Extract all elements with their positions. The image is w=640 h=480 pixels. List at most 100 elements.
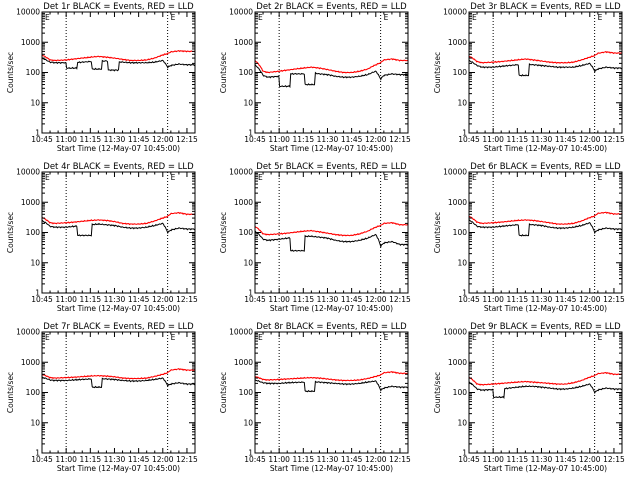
y-tick-label: 1000 <box>234 358 253 367</box>
x-axis-label: Start Time (12-May-07 10:45:00) <box>270 304 393 313</box>
y-tick-label: 100 <box>26 388 41 397</box>
x-axis-label: Start Time (12-May-07 10:45:00) <box>484 464 607 473</box>
chart-panel-7: Det 7r BLACK = Events, RED = LLD 1 10 100 10… <box>6 322 198 473</box>
panel-title: Det 2r BLACK = Events, RED = LLD <box>256 2 407 12</box>
lld-series-line <box>42 368 195 380</box>
chart-panel-2: Det 2r BLACK = Events, RED = LLD 1 10 100 10… <box>219 2 411 153</box>
corner-mark: E <box>258 173 263 182</box>
plot-frame <box>468 331 623 454</box>
x-tick-label: 12:00 <box>579 455 601 464</box>
y-tick-label: 10000 <box>16 328 40 337</box>
y-tick-label: 10 <box>30 258 40 267</box>
x-tick-label: 10:45 <box>458 295 480 304</box>
panel-title: Det 1r BLACK = Events, RED = LLD <box>43 2 194 12</box>
x-tick-label: 11:30 <box>531 135 553 144</box>
y-axis-label: Counts/sec <box>6 372 15 413</box>
corner-mark: E <box>171 13 176 22</box>
lld-series-line <box>469 50 622 64</box>
x-tick-label: 11:45 <box>341 135 363 144</box>
y-tick-label: 100 <box>239 68 254 77</box>
x-tick-label: 11:15 <box>507 455 529 464</box>
chart-panel-9: Det 9r BLACK = Events, RED = LLD 1 10 100 10… <box>433 322 625 473</box>
x-tick-label: 12:00 <box>152 295 174 304</box>
x-tick-label: 12:00 <box>365 295 387 304</box>
x-axis-label: Start Time (12-May-07 10:45:00) <box>270 464 393 473</box>
corner-mark: E <box>171 333 176 342</box>
x-tick-label: 11:45 <box>341 455 363 464</box>
plot-frame <box>468 171 623 294</box>
x-tick-label: 11:30 <box>531 295 553 304</box>
y-tick-label: 10000 <box>443 8 467 17</box>
plot-frame <box>468 11 623 134</box>
plot-area <box>469 12 622 133</box>
y-tick-label: 10 <box>243 258 253 267</box>
y-tick-label: 10000 <box>16 8 40 17</box>
y-tick-label: 10 <box>30 418 40 427</box>
chart-panel-3: Det 3r BLACK = Events, RED = LLD 1 10 100 10… <box>433 2 625 153</box>
panel-title: Det 3r BLACK = Events, RED = LLD <box>470 2 621 12</box>
events-series-line <box>469 381 622 399</box>
x-tick-label: 10:45 <box>244 135 266 144</box>
y-tick-label: 1 <box>462 129 467 138</box>
y-tick-label: 1 <box>248 289 253 298</box>
y-tick-label: 10 <box>243 98 253 107</box>
lld-series-line <box>255 58 408 74</box>
y-tick-label: 1 <box>35 289 40 298</box>
plot-area <box>42 172 195 293</box>
y-tick-label: 10 <box>243 418 253 427</box>
x-axis-label: Start Time (12-May-07 10:45:00) <box>484 144 607 153</box>
x-tick-label: 11:30 <box>317 455 339 464</box>
y-tick-label: 1000 <box>234 38 253 47</box>
x-tick-label: 10:45 <box>244 455 266 464</box>
x-tick-label: 11:45 <box>555 135 577 144</box>
x-tick-label: 12:15 <box>603 455 625 464</box>
x-tick-label: 11:00 <box>55 135 77 144</box>
plot-area <box>255 12 408 133</box>
lld-series-line <box>42 211 195 226</box>
events-series-line <box>255 63 408 89</box>
y-tick-label: 1 <box>248 449 253 458</box>
x-tick-label: 12:15 <box>603 295 625 304</box>
panel-title: Det 9r BLACK = Events, RED = LLD <box>470 322 621 332</box>
x-axis-label: Start Time (12-May-07 10:45:00) <box>270 144 393 153</box>
x-tick-label: 11:15 <box>507 295 529 304</box>
events-series-line <box>469 219 622 237</box>
x-tick-label: 11:15 <box>80 135 102 144</box>
x-tick-label: 11:15 <box>80 295 102 304</box>
corner-mark: E <box>384 173 389 182</box>
y-tick-label: 1 <box>462 449 467 458</box>
corner-mark: E <box>384 13 389 22</box>
x-tick-label: 12:00 <box>152 135 174 144</box>
x-tick-label: 12:15 <box>603 135 625 144</box>
y-tick-label: 1000 <box>21 38 40 47</box>
x-tick-label: 11:00 <box>482 295 504 304</box>
plot-frame <box>41 331 196 454</box>
y-tick-label: 1 <box>35 129 40 138</box>
x-tick-label: 12:15 <box>176 455 198 464</box>
x-tick-label: 10:45 <box>31 295 53 304</box>
events-series-line <box>42 57 195 72</box>
plot-area <box>42 12 195 133</box>
x-tick-label: 11:00 <box>55 455 77 464</box>
x-tick-label: 11:45 <box>555 455 577 464</box>
plot-area <box>42 332 195 453</box>
y-axis-label: Counts/sec <box>433 52 442 93</box>
x-axis-label: Start Time (12-May-07 10:45:00) <box>484 304 607 313</box>
y-tick-label: 10000 <box>443 168 467 177</box>
panel-title: Det 5r BLACK = Events, RED = LLD <box>256 162 407 172</box>
y-tick-label: 1000 <box>448 198 467 207</box>
y-tick-label: 10 <box>30 98 40 107</box>
x-axis-label: Start Time (12-May-07 10:45:00) <box>57 464 180 473</box>
x-tick-label: 10:45 <box>458 135 480 144</box>
x-tick-label: 11:30 <box>104 295 126 304</box>
x-tick-label: 11:45 <box>128 135 150 144</box>
panel-title: Det 6r BLACK = Events, RED = LLD <box>470 162 621 172</box>
x-tick-label: 12:15 <box>389 135 411 144</box>
plot-area <box>255 172 408 293</box>
y-tick-label: 1000 <box>448 38 467 47</box>
corner-mark: E <box>598 173 603 182</box>
y-tick-label: 1000 <box>21 198 40 207</box>
plot-frame <box>41 171 196 294</box>
chart-panel-1: Det 1r BLACK = Events, RED = LLD 1 10 100 10… <box>6 2 198 153</box>
